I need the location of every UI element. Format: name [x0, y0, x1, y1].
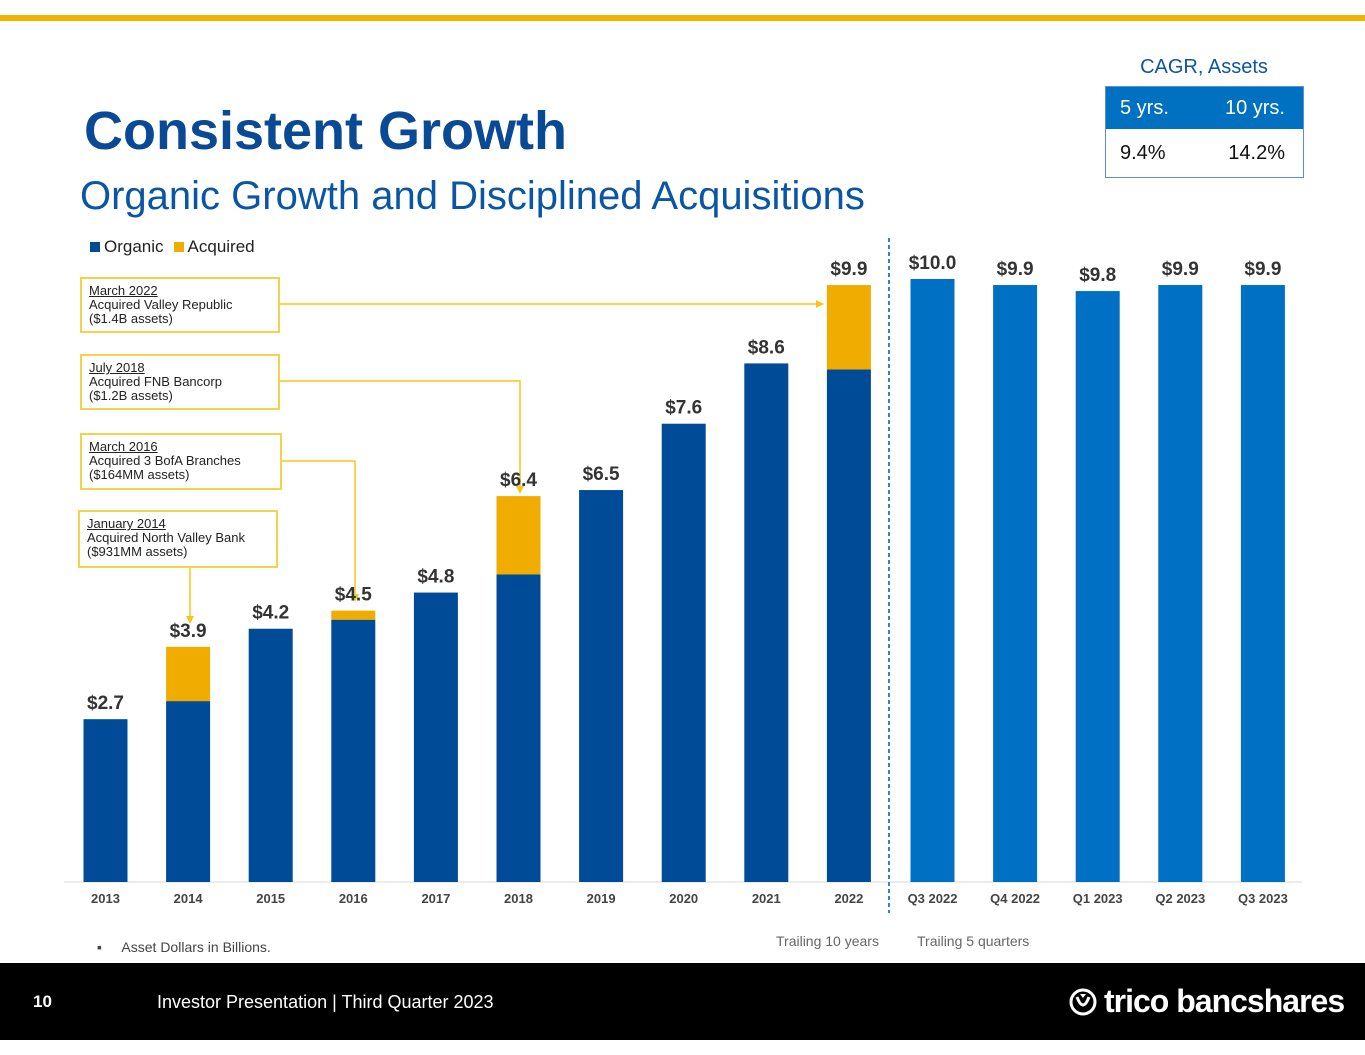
bar-organic-2022: [826, 369, 871, 882]
data-label: $9.8: [1079, 265, 1116, 286]
data-label: $4.5: [335, 585, 372, 606]
bar-organic-Q2-2023: [1158, 285, 1203, 882]
x-tick-label: Q3 2022: [908, 891, 958, 906]
annotation-text: Acquired 3 BofA Branches: [89, 453, 241, 468]
arrow-2022: [816, 300, 824, 308]
bar-organic-Q3-2023: [1240, 285, 1285, 882]
bar-organic-2018: [496, 574, 541, 882]
x-tick-label: Q2 2023: [1155, 891, 1205, 906]
cagr-label: CAGR, Assets: [1140, 56, 1268, 78]
legend-organic: Organic: [104, 237, 164, 256]
bar-organic-2013: [83, 719, 128, 882]
footnote-text: Asset Dollars in Billions.: [121, 939, 271, 955]
bar-organic-2017: [413, 592, 458, 882]
annotation-text: Acquired North Valley Bank: [87, 530, 246, 545]
logo-icon: [1069, 988, 1097, 1015]
cagr-header-5yr: 5 yrs.: [1120, 96, 1169, 119]
x-tick-label: Q4 2022: [990, 891, 1040, 906]
x-tick-label: 2020: [669, 891, 698, 906]
presentation-title: Investor Presentation | Third Quarter 20…: [157, 992, 494, 1012]
data-label: $9.9: [1162, 259, 1199, 280]
data-label: $6.4: [500, 470, 537, 491]
x-tick-label: 2019: [587, 891, 616, 906]
logo-text: trico bancshares: [1104, 983, 1345, 1019]
legend-swatch-acquired: [173, 242, 184, 252]
bar-organic-Q4-2022: [993, 285, 1038, 882]
x-tick-label: 2017: [421, 891, 450, 906]
bar-acquired-2016: [331, 610, 376, 620]
page-title: Consistent Growth: [84, 101, 567, 161]
annotation-bofa-branches: March 2016 Acquired 3 BofA Branches ($16…: [80, 433, 282, 490]
trailing-years-label: Trailing 10 years: [776, 933, 879, 949]
annotation-date: March 2016: [89, 439, 158, 454]
annotation-assets: ($164MM assets): [89, 467, 190, 482]
data-label: $3.9: [170, 621, 207, 642]
annotation-fnb-bancorp: July 2018 Acquired FNB Bancorp ($1.2B as…: [80, 354, 280, 410]
bar-organic-2014: [166, 701, 211, 882]
x-tick-label: 2014: [174, 891, 204, 906]
x-tick-label: 2013: [91, 891, 120, 906]
footer: 10 Investor Presentation | Third Quarter…: [0, 963, 1365, 1040]
bar-organic-2021: [744, 363, 789, 882]
x-tick-label: 2016: [339, 891, 368, 906]
annotation-date: January 2014: [87, 516, 166, 531]
legend-acquired: Acquired: [187, 237, 255, 256]
cagr-value-10yr: 14.2%: [1228, 141, 1285, 164]
company-logo: trico bancshares: [1068, 983, 1345, 1020]
cagr-header-10yr: 10 yrs.: [1224, 96, 1285, 119]
data-label: $2.7: [87, 693, 124, 714]
arrow-2016: [351, 594, 359, 602]
data-label: $8.6: [748, 337, 785, 358]
bar-acquired-2014: [166, 646, 211, 702]
annotation-text: Acquired Valley Republic: [89, 297, 233, 312]
bar-organic-2016: [331, 619, 376, 882]
x-tick-label: Q3 2023: [1238, 891, 1288, 906]
footnote: ▪ Asset Dollars in Billions.: [97, 939, 271, 955]
annotation-north-valley: January 2014 Acquired North Valley Bank …: [78, 510, 278, 568]
arrow-2018: [516, 486, 524, 494]
data-label: $9.9: [830, 259, 867, 280]
cagr-value-5yr: 9.4%: [1120, 141, 1166, 164]
annotation-assets: ($931MM assets): [87, 544, 188, 559]
bar-organic-2020: [661, 423, 706, 882]
x-tick-label: 2015: [256, 891, 285, 906]
annotation-valley-republic: March 2022 Acquired Valley Republic ($1.…: [80, 277, 280, 333]
x-tick-label: 2022: [834, 891, 863, 906]
bar-acquired-2022: [826, 285, 871, 370]
chart-legend: Organic Acquired: [90, 237, 255, 257]
connector-2018: [280, 380, 521, 488]
data-label: $9.9: [997, 259, 1034, 280]
annotation-assets: ($1.4B assets): [89, 311, 173, 326]
page-subtitle: Organic Growth and Disciplined Acquisiti…: [80, 174, 865, 218]
annotation-text: Acquired FNB Bancorp: [89, 374, 222, 389]
bar-organic-2015: [248, 628, 293, 882]
data-label: $4.8: [417, 567, 454, 588]
bar-organic-Q3-2022: [910, 279, 955, 882]
data-label: $9.9: [1244, 259, 1281, 280]
annotation-date: March 2022: [89, 283, 158, 298]
bar-acquired-2018: [496, 496, 541, 575]
page-number: 10: [33, 992, 52, 1011]
annotation-date: July 2018: [89, 360, 145, 375]
x-tick-label: 2018: [504, 891, 533, 906]
arrow-2014: [186, 616, 194, 624]
bar-organic-Q1-2023: [1075, 291, 1120, 882]
connector-2016: [280, 460, 356, 596]
accent-line: [0, 15, 1365, 21]
annotation-assets: ($1.2B assets): [89, 388, 173, 403]
trailing-quarters-label: Trailing 5 quarters: [917, 933, 1030, 949]
bar-organic-2019: [579, 490, 624, 882]
data-label: $10.0: [909, 253, 957, 274]
data-label: $7.6: [665, 398, 702, 419]
data-label: $4.2: [252, 603, 289, 624]
legend-swatch-organic: [90, 242, 100, 252]
data-label: $6.5: [583, 464, 620, 485]
x-tick-label: 2021: [752, 891, 781, 906]
x-tick-label: Q1 2023: [1073, 891, 1123, 906]
cagr-table: 5 yrs. 10 yrs. 9.4% 14.2%: [1105, 86, 1304, 178]
